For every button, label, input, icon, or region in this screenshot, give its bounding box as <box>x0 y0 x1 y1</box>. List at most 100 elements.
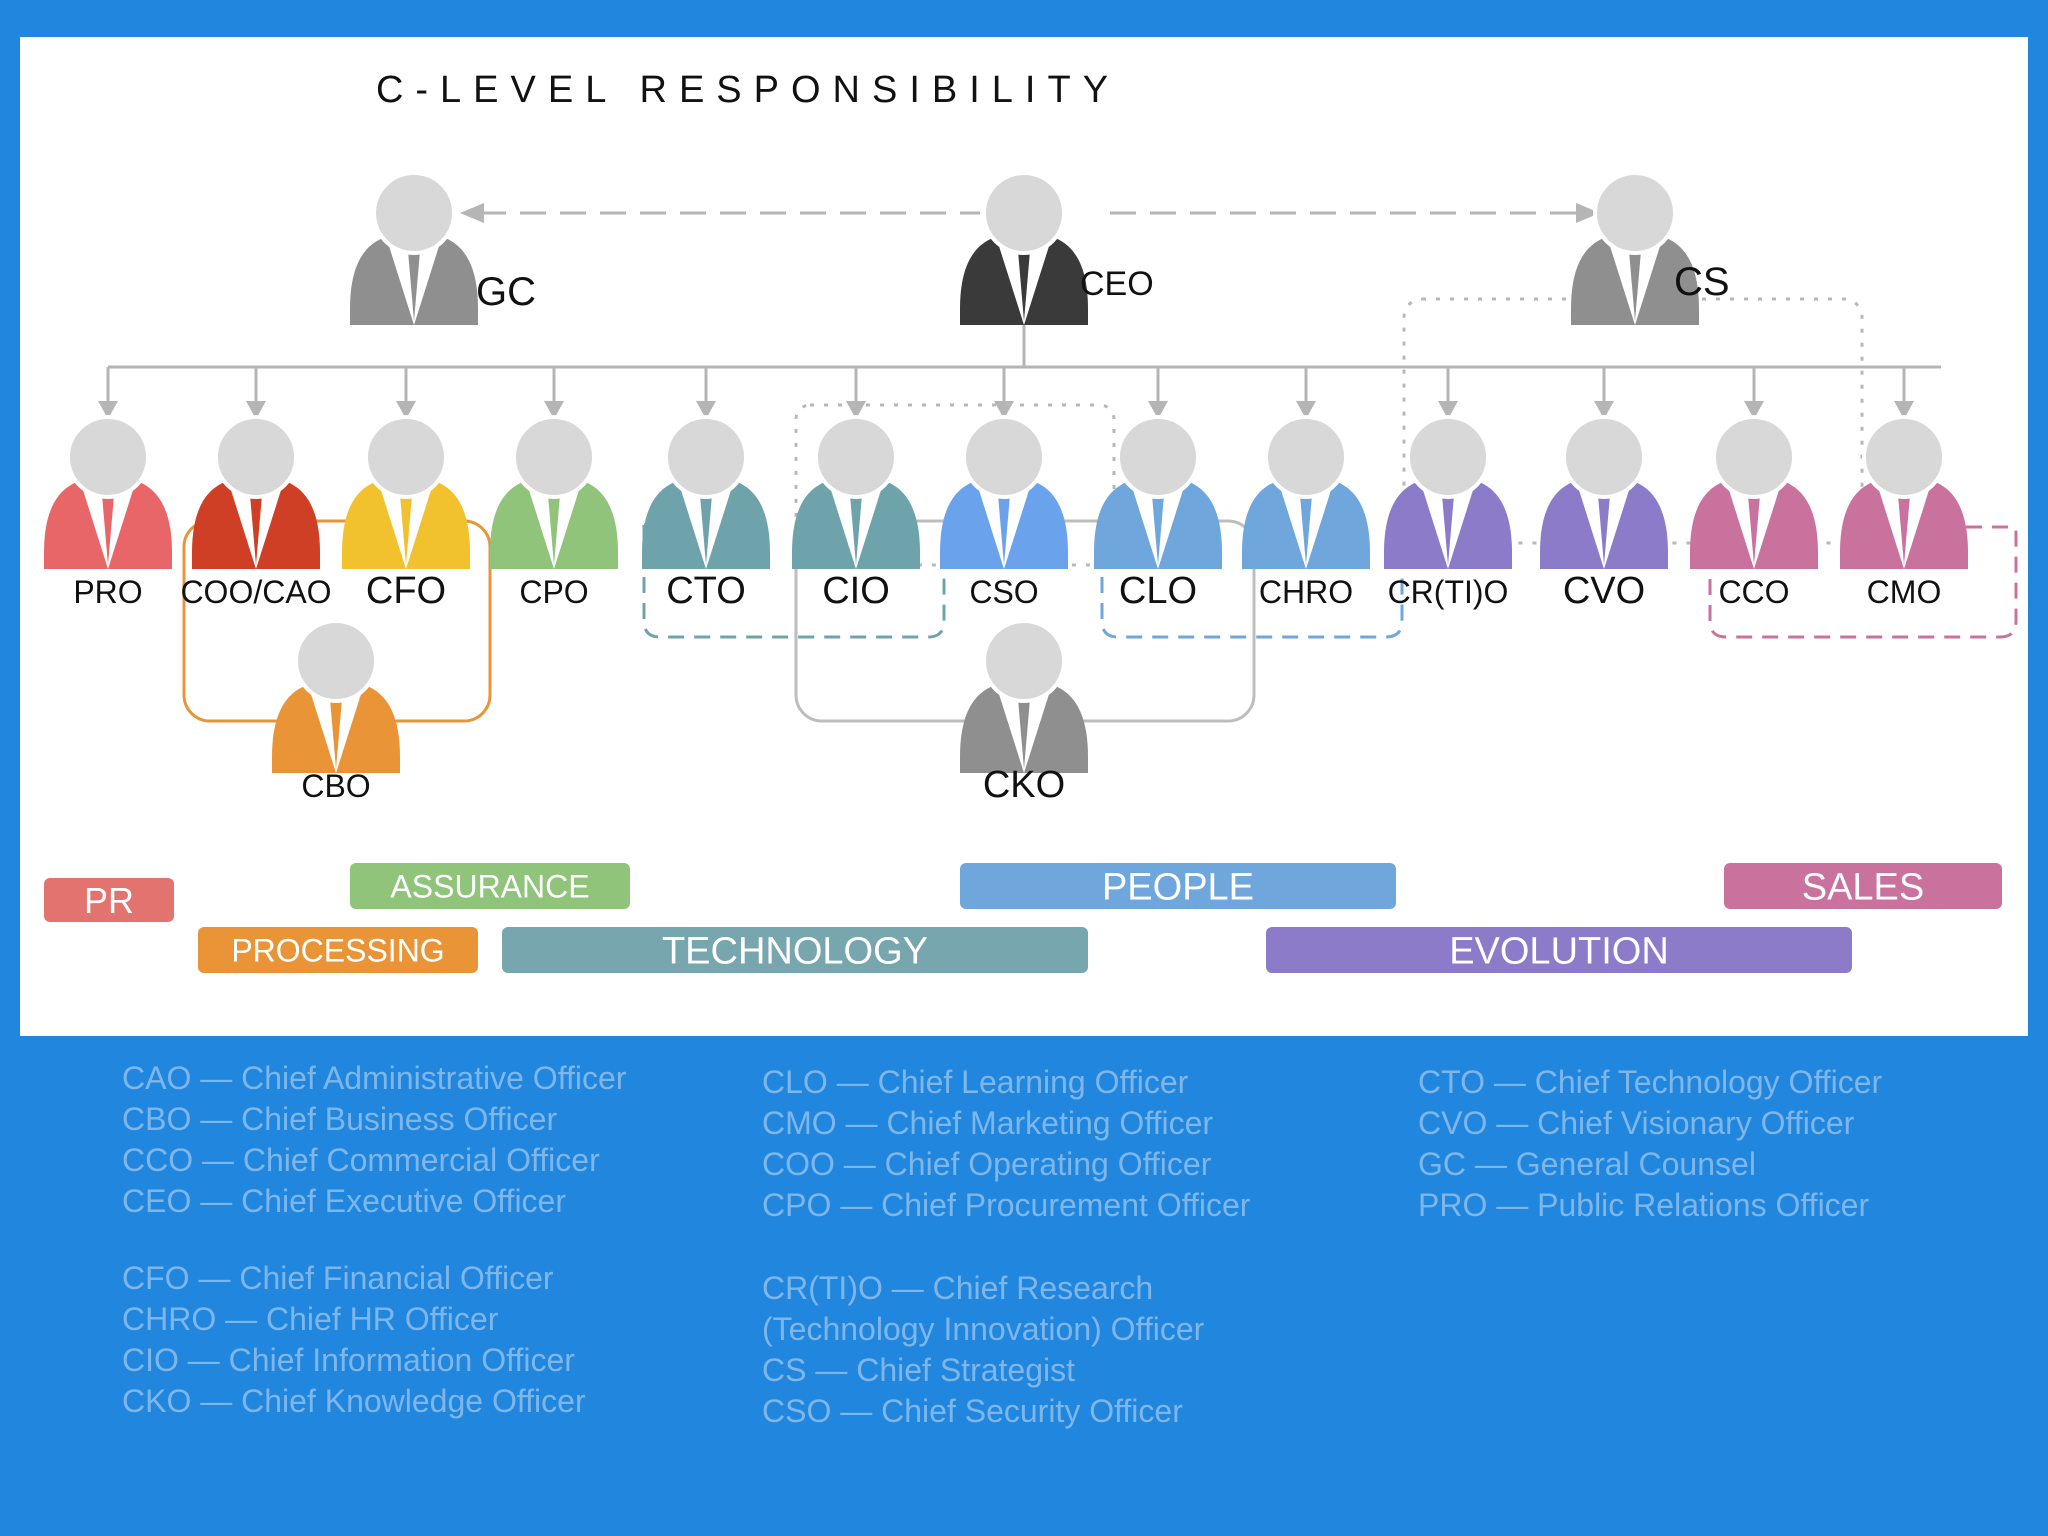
drop-arrow-cvo <box>1594 401 1614 419</box>
person-crtio-tie <box>1442 495 1454 565</box>
person-coo: COO/CAO <box>180 415 332 610</box>
person-coo-head <box>214 415 298 499</box>
person-ceo-head <box>982 171 1066 255</box>
person-cko-head <box>982 619 1066 703</box>
person-cbo-label: CBO <box>301 768 370 804</box>
area-people: PEOPLE <box>960 863 1396 909</box>
officer-drops <box>98 367 1914 419</box>
person-cio-head <box>814 415 898 499</box>
person-crtio-head <box>1406 415 1490 499</box>
legend-entry: CAO — Chief Administrative Officer <box>122 1060 627 1096</box>
person-cso-label: CSO <box>969 574 1038 610</box>
person-cmo-label: CMO <box>1867 574 1942 610</box>
legend-entry: GC — General Counsel <box>1418 1146 1756 1182</box>
person-cvo: CVO <box>1540 415 1668 612</box>
legend-entry: CVO — Chief Visionary Officer <box>1418 1105 1855 1141</box>
legend-entry: CHRO — Chief HR Officer <box>122 1301 499 1337</box>
person-pro-tie <box>102 495 114 565</box>
person-gc-label: GC <box>476 270 536 314</box>
responsibility-areas: PR ASSURANCE PROCESSING TECHNOLOGY PEOPLE EVO… <box>44 863 2002 973</box>
legend-entry: CS — Chief Strategist <box>762 1352 1075 1388</box>
person-cbo-head <box>294 619 378 703</box>
person-cvo-label: CVO <box>1563 570 1645 612</box>
legend-entry: COO — Chief Operating Officer <box>762 1146 1212 1182</box>
drop-arrow-cco <box>1744 401 1764 419</box>
person-gc-head <box>372 171 456 255</box>
org-chart: C-LEVEL RESPONSIBILITY GC CEO CS PRO COO/CAO… <box>44 69 2018 973</box>
area-evolution-bar <box>1266 927 1852 973</box>
person-cfo-tie <box>400 495 412 565</box>
drop-arrow-crtio <box>1438 401 1458 419</box>
area-people-label: PEOPLE <box>1102 867 1254 909</box>
person-cko-label: CKO <box>983 764 1065 806</box>
legend-column-3-group-1: CTO — Chief Technology Officer CVO — Chie… <box>1418 1062 1882 1226</box>
drop-arrow-cio <box>846 401 866 419</box>
person-cco-tie <box>1748 495 1760 565</box>
area-technology-label: TECHNOLOGY <box>662 931 928 973</box>
legend-entry: CBO — Chief Business Officer <box>122 1101 558 1137</box>
area-pr-label: PR <box>84 880 134 921</box>
person-cso: CSO <box>940 415 1068 610</box>
person-cs-tie <box>1629 251 1641 321</box>
person-chro-label: CHRO <box>1259 574 1353 610</box>
legend-column-1-group-2: CFO — Chief Financial Officer CHRO — Chie… <box>122 1258 586 1422</box>
person-cfo-head <box>364 415 448 499</box>
person-cko-tie <box>1018 699 1030 769</box>
drop-arrow-coo <box>246 401 266 419</box>
person-crtio: CR(TI)O <box>1384 415 1512 610</box>
person-cco-head <box>1712 415 1796 499</box>
person-chro-tie <box>1300 495 1312 565</box>
person-cpo-label: CPO <box>519 574 588 610</box>
person-cbo-tie <box>330 699 342 769</box>
legend-entry: CR(TI)O — Chief Research <box>762 1270 1154 1306</box>
person-cfo-label: CFO <box>366 570 446 612</box>
area-evolution-label: EVOLUTION <box>1449 931 1669 973</box>
drop-arrow-pro <box>98 401 118 419</box>
area-assurance: ASSURANCE <box>350 863 630 909</box>
person-crtio-label: CR(TI)O <box>1388 574 1509 610</box>
drop-arrow-cpo <box>544 401 564 419</box>
person-cko: CKO <box>960 619 1088 806</box>
area-sales-label: SALES <box>1802 867 1925 909</box>
person-chro-head <box>1264 415 1348 499</box>
person-cto-label: CTO <box>666 570 746 612</box>
area-processing-bar <box>198 927 478 973</box>
person-cpo-head <box>512 415 596 499</box>
person-chro: CHRO <box>1242 415 1370 610</box>
legend-entry: CMO — Chief Marketing Officer <box>762 1105 1214 1141</box>
area-sales-bar <box>1724 863 2002 909</box>
person-cio-tie <box>850 495 862 565</box>
area-processing-label: PROCESSING <box>231 933 444 969</box>
legend-column-2-group-2: CR(TI)O — Chief Research (Technology Inno… <box>762 1268 1204 1432</box>
drop-arrow-clo <box>1148 401 1168 419</box>
person-cpo: CPO <box>490 415 618 610</box>
legend-entry: CKO — Chief Knowledge Officer <box>122 1383 586 1419</box>
person-clo: CLO <box>1094 415 1222 612</box>
person-cvo-head <box>1562 415 1646 499</box>
person-coo-tie <box>250 495 262 565</box>
area-processing: PROCESSING <box>198 927 478 973</box>
person-clo-label: CLO <box>1119 570 1197 612</box>
area-pr-bar <box>44 878 174 922</box>
area-sales: SALES <box>1724 863 2002 909</box>
legend-entry: CEO — Chief Executive Officer <box>122 1183 566 1219</box>
person-cbo: CBO <box>272 619 400 804</box>
legend-entry: CFO — Chief Financial Officer <box>122 1260 554 1296</box>
person-cto-head <box>664 415 748 499</box>
drop-arrow-chro <box>1296 401 1316 419</box>
legend-column-1-group-1: CAO — Chief Administrative Officer CBO — … <box>122 1058 626 1222</box>
person-clo-tie <box>1152 495 1164 565</box>
area-assurance-label: ASSURANCE <box>390 869 589 905</box>
drop-arrow-cfo <box>396 401 416 419</box>
person-pro: PRO <box>44 415 172 610</box>
person-ceo: CEO <box>960 171 1154 325</box>
person-cio-label: CIO <box>822 570 890 612</box>
person-clo-head <box>1116 415 1200 499</box>
person-ceo-tie <box>1018 251 1030 321</box>
legend-entry: CLO — Chief Learning Officer <box>762 1064 1189 1100</box>
person-coo-label: COO/CAO <box>180 574 331 610</box>
security-group-box <box>794 403 1116 567</box>
person-cfo: CFO <box>342 415 470 612</box>
area-technology: TECHNOLOGY <box>502 927 1088 973</box>
legend-entry: CTO — Chief Technology Officer <box>1418 1064 1883 1100</box>
